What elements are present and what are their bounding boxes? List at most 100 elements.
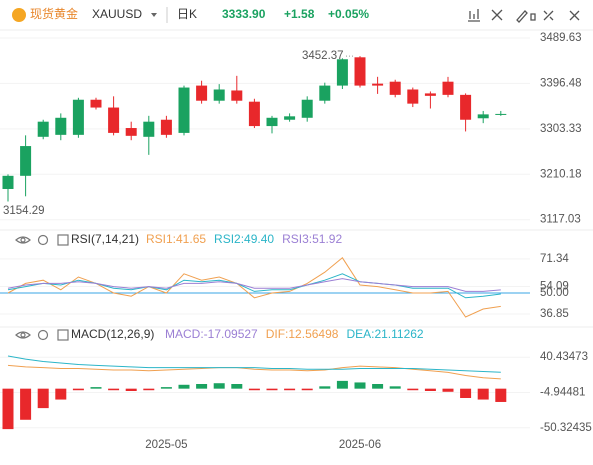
candle-body [37,121,49,137]
candle-body [213,89,225,101]
change: +1.58 [284,7,315,21]
candle-body [266,117,278,127]
price: 3333.90 [222,7,266,21]
macd-bar [460,388,472,398]
dropdown-arrow[interactable] [151,13,157,17]
candle-body [477,114,489,119]
macd-bar [248,388,260,391]
y-tick-label: 71.34 [540,253,569,265]
candle-body [319,85,331,101]
settings-icon[interactable] [37,234,49,246]
candle-body [231,90,243,101]
candle-body [424,93,436,96]
indicator-title: RSI(7,14,21) [71,232,139,246]
candle-body [372,83,384,86]
macd-bar [266,388,278,391]
symbol[interactable]: XAUUSD [92,7,142,21]
indicator-line [7,273,501,299]
macd-bar [20,388,32,420]
macd-bar [319,386,331,389]
macd-bar [55,388,67,400]
candle-body [108,107,120,133]
logo-icon [12,8,26,22]
candle-body [284,116,296,120]
change-pct: +0.05% [328,7,369,21]
macd-bar [284,388,296,391]
y-tick-label: 36.85 [540,308,569,320]
macd-bar [2,388,14,430]
candle-body [143,121,155,137]
candle-body [389,81,401,95]
candle-body [495,113,507,115]
macd-bar [442,388,454,392]
indicator-line [7,355,501,373]
candle-body [178,87,190,133]
price-annotation: 3452.37 [302,50,344,62]
zoom-icon[interactable] [543,10,554,21]
y-tick-label: 40.43473 [540,351,588,363]
x-tick-label: 2025-06 [339,439,381,451]
legend-entry: DIF:12.56498 [266,327,339,341]
indicator-line [7,364,501,380]
macd-bar [213,383,225,389]
macd-bar [407,388,419,391]
macd-bar [336,380,348,389]
macd-bar [372,384,384,389]
candle-body [20,146,32,176]
macd-bar [424,388,436,391]
candle-body [2,175,14,189]
macd-bar [477,388,489,400]
macd-bar [301,388,313,391]
indicator-line [7,257,501,318]
settings-icon[interactable] [37,329,49,341]
candle-body [336,59,348,86]
candle-body [90,99,102,108]
macd-bar [160,387,172,389]
eye-icon[interactable] [15,236,31,244]
macd-bar [354,382,366,389]
candle-body [160,119,172,135]
macd-bar [37,388,49,409]
macd-bar [108,388,120,391]
macd-bar [231,384,243,389]
y-tick-label: 3303.33 [540,123,582,135]
macd-bar [125,388,137,391]
indicator-line [7,278,501,292]
candle-body [354,57,366,86]
legend-entry: RSI3:51.92 [282,232,342,246]
macd-bar [143,388,155,391]
y-tick-label: 54.09 [540,280,569,292]
candle-body [460,94,472,120]
macd-bar [72,388,84,391]
macd-bar [389,386,401,389]
indicator-title: MACD(12,26,9) [71,327,154,341]
macd-bar [90,387,102,389]
fullscreen-icon[interactable] [569,10,580,21]
candle-body [72,99,84,135]
x-tick-label: 2025-05 [145,439,187,451]
period[interactable]: 日K [177,7,197,21]
layer-icon[interactable] [530,13,536,21]
candle-body [55,117,67,135]
legend-entry: DEA:21.11262 [346,327,423,341]
options-icon[interactable] [57,329,69,341]
y-tick-label: 3210.18 [540,168,582,180]
eye-icon[interactable] [15,331,31,339]
macd-bar [178,384,190,389]
draw-icon[interactable] [491,9,503,21]
candle-body [442,81,454,95]
pen-icon[interactable] [516,10,528,23]
y-tick-label: 3489.63 [540,32,582,44]
options-icon[interactable] [57,234,69,246]
indicator-icon[interactable] [468,9,480,22]
legend-entry: MACD:-17.09527 [165,327,258,341]
instrument-name[interactable]: 现货黄金 [30,6,78,21]
candle-body [301,99,313,118]
candle-body [125,128,137,136]
candle-body [196,85,208,101]
macd-bar [495,388,507,402]
price-annotation: 3154.29 [3,205,45,217]
macd-bar [196,384,208,389]
